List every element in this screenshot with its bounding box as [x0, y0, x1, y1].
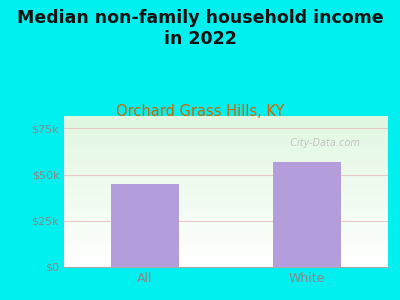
Bar [273, 162, 341, 267]
Text: Median non-family household income
in 2022: Median non-family household income in 20… [17, 9, 383, 48]
Text: Orchard Grass Hills, KY: Orchard Grass Hills, KY [116, 103, 284, 118]
Bar [111, 184, 179, 267]
Text: City-Data.com: City-Data.com [284, 138, 360, 148]
